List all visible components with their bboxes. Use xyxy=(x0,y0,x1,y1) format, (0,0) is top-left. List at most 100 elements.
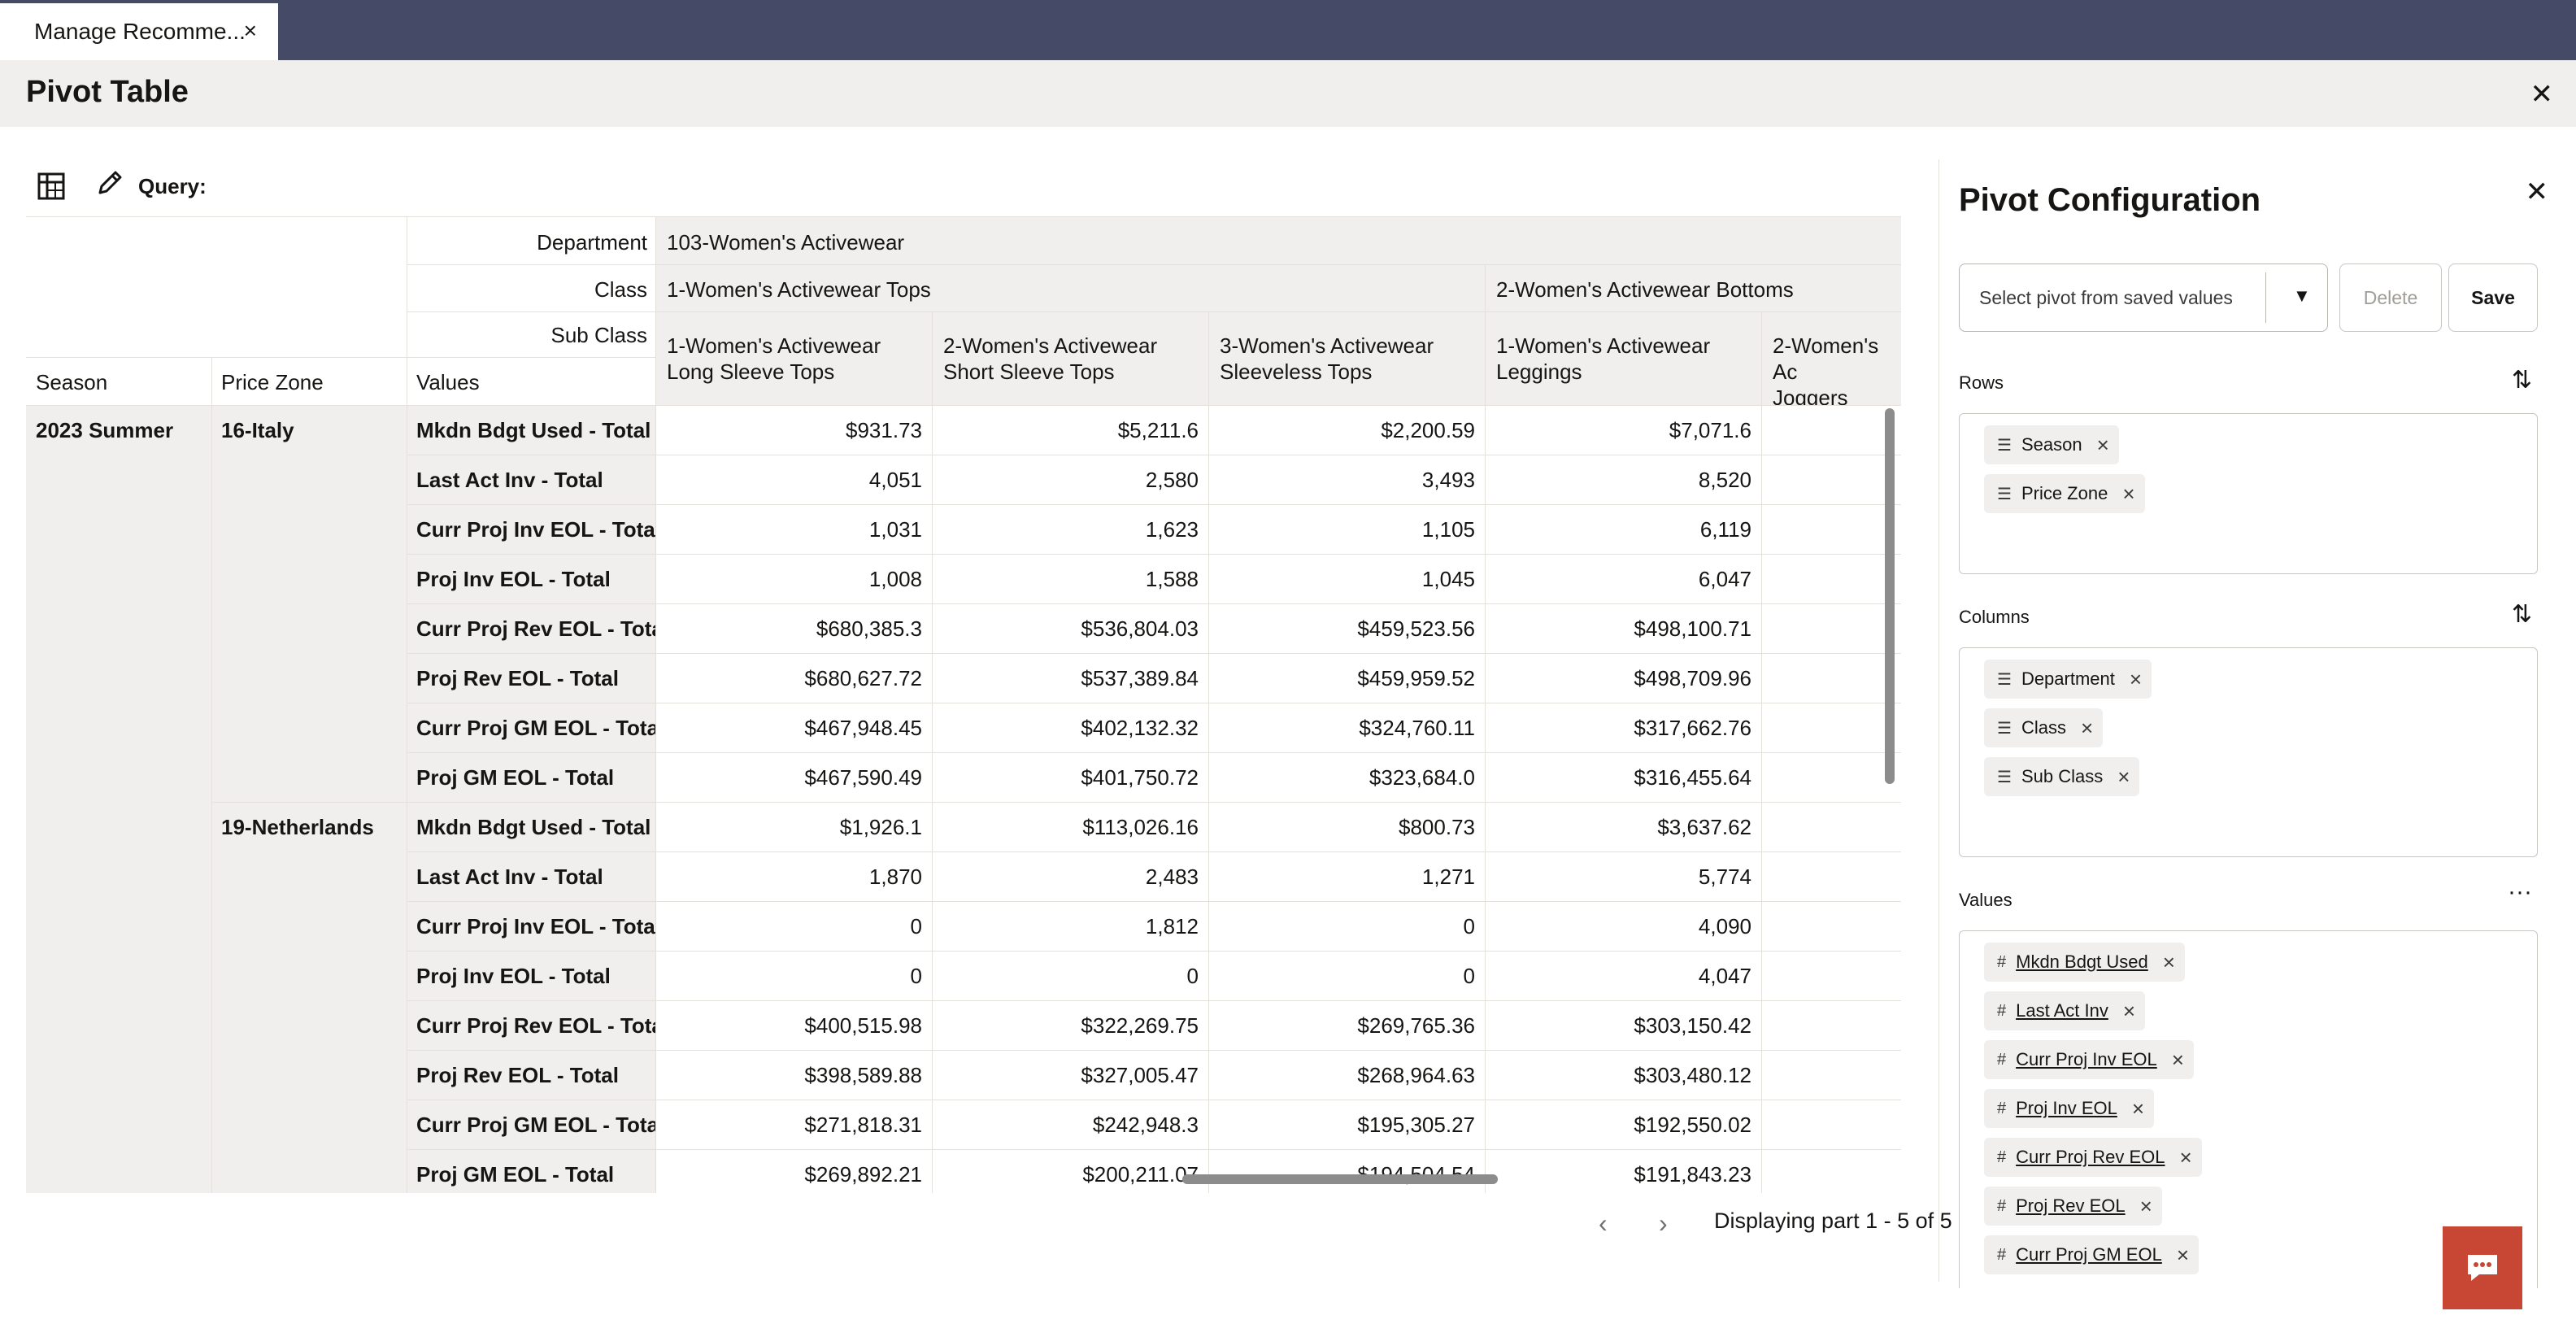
chip-label[interactable]: Curr Proj Rev EOL xyxy=(2016,1147,2165,1167)
data-cell: $322,269.75 xyxy=(1081,1013,1199,1038)
swap-icon[interactable]: ⇅ xyxy=(2511,601,2532,628)
data-cell: $680,627.72 xyxy=(804,666,922,690)
row-header-values: Values xyxy=(416,370,480,394)
remove-chip-icon[interactable]: × xyxy=(2117,764,2130,789)
more-options-icon[interactable]: ··· xyxy=(2508,878,2532,905)
chip-label[interactable]: Proj Inv EOL xyxy=(2016,1098,2117,1118)
value-row-label: Curr Proj GM EOL - Total xyxy=(416,1113,655,1137)
remove-chip-icon[interactable]: × xyxy=(2122,998,2136,1023)
sub-class-header-line: Short Sleeve Tops xyxy=(943,359,1115,384)
chip-label[interactable]: Curr Proj Inv EOL xyxy=(2016,1049,2157,1069)
col-header-label-class: Class xyxy=(594,277,647,302)
dimension-chip[interactable]: ☰ Department × xyxy=(1984,660,2152,699)
remove-chip-icon[interactable]: × xyxy=(2122,481,2135,506)
tab-close-icon[interactable]: × xyxy=(243,18,257,43)
saved-pivot-select[interactable]: Select pivot from saved values ▼ xyxy=(1959,263,2328,332)
chat-icon[interactable] xyxy=(2443,1226,2522,1309)
column-divider xyxy=(655,217,656,1193)
vertical-scrollbar[interactable] xyxy=(1885,408,1895,784)
data-cell: $400,515.98 xyxy=(804,1013,922,1038)
data-cell: 8,520 xyxy=(1698,468,1751,492)
data-cell: 4,090 xyxy=(1698,914,1751,939)
edit-pencil-icon[interactable] xyxy=(96,169,124,201)
remove-chip-icon[interactable]: × xyxy=(2129,666,2143,691)
chip-label[interactable]: Curr Proj GM EOL xyxy=(2016,1244,2162,1265)
row-divider xyxy=(407,504,1901,505)
close-icon[interactable]: ✕ xyxy=(2530,79,2554,110)
value-field-chip[interactable]: # Mkdn Bdgt Used × xyxy=(1984,943,2185,982)
chip-label[interactable]: Last Act Inv xyxy=(2016,1000,2108,1021)
data-cell: $242,948.3 xyxy=(1092,1113,1199,1137)
previous-page-icon[interactable]: ‹ xyxy=(1599,1209,1608,1238)
department-header: 103-Women's Activewear xyxy=(655,217,1901,264)
pagination-status: Displaying part 1 - 5 of 5 xyxy=(1714,1209,1952,1233)
dimension-field-icon: ☰ xyxy=(1997,436,2012,455)
chip-label: Sub Class xyxy=(2021,766,2104,786)
data-cell: 0 xyxy=(1463,964,1475,988)
remove-chip-icon[interactable]: × xyxy=(2139,1193,2152,1218)
values-drop-zone[interactable]: # Mkdn Bdgt Used × # Last Act Inv × # Curr Proj… xyxy=(1959,930,2538,1288)
remove-chip-icon[interactable]: × xyxy=(2096,432,2109,457)
chip-label[interactable]: Mkdn Bdgt Used xyxy=(2016,952,2148,972)
sub-class-header-line: Long Sleeve Tops xyxy=(667,359,835,384)
value-field-chip[interactable]: # Proj Inv EOL × xyxy=(1984,1089,2155,1128)
dimension-chip[interactable]: ☰ Sub Class × xyxy=(1984,757,2140,796)
dimension-field-icon: ☰ xyxy=(1997,719,2012,738)
value-row-label: Proj GM EOL - Total xyxy=(416,765,615,790)
col-header-label-department: Department xyxy=(537,230,647,255)
dimension-chip[interactable]: ☰ Price Zone × xyxy=(1984,474,2145,513)
sub-class-header-line: 2-Women's Activewear xyxy=(943,333,1158,358)
data-cell: $5,211.6 xyxy=(1117,418,1199,442)
data-cell: 6,119 xyxy=(1699,517,1751,542)
tab-title: Manage Recomme... xyxy=(34,19,246,44)
value-field-chip[interactable]: # Curr Proj Inv EOL × xyxy=(1984,1040,2194,1079)
remove-chip-icon[interactable]: × xyxy=(2171,1047,2184,1072)
panel-close-icon[interactable]: ✕ xyxy=(2525,176,2549,207)
value-field-chip[interactable]: # Curr Proj Rev EOL × xyxy=(1984,1138,2202,1177)
value-field-chip[interactable]: # Curr Proj GM EOL × xyxy=(1984,1235,2200,1274)
value-row-label: Mkdn Bdgt Used - Total xyxy=(416,418,651,442)
dimension-chip[interactable]: ☰ Class × xyxy=(1984,708,2104,747)
value-field-chip[interactable]: # Proj Rev EOL × xyxy=(1984,1187,2162,1226)
table-view-icon[interactable] xyxy=(37,172,65,204)
remove-chip-icon[interactable]: × xyxy=(2080,715,2094,740)
remove-chip-icon[interactable]: × xyxy=(2131,1095,2145,1121)
price-zone-cell: 16-Italy xyxy=(221,418,294,442)
caret-down-icon[interactable]: ▼ xyxy=(2293,285,2311,306)
header-divider xyxy=(407,311,1901,312)
row-divider xyxy=(407,752,1901,753)
data-cell: $271,818.31 xyxy=(804,1113,922,1137)
swap-icon[interactable]: ⇅ xyxy=(2511,367,2532,394)
chip-label[interactable]: Proj Rev EOL xyxy=(2016,1195,2126,1216)
remove-chip-icon[interactable]: × xyxy=(2176,1242,2190,1267)
price-zone-cell: 19-Netherlands xyxy=(221,815,374,839)
value-field-chip[interactable]: # Last Act Inv × xyxy=(1984,991,2146,1030)
value-row-label: Proj Rev EOL - Total xyxy=(416,666,619,690)
data-cell: $459,523.56 xyxy=(1357,616,1475,641)
value-row-label: Last Act Inv - Total xyxy=(416,468,603,492)
data-cell: 1,045 xyxy=(1421,567,1475,591)
save-button[interactable]: Save xyxy=(2448,263,2538,332)
rows-drop-zone[interactable]: ☰ Season × ☰ Price Zone × xyxy=(1959,413,2538,574)
dimension-chip[interactable]: ☰ Season × xyxy=(1984,425,2119,464)
data-cell: $401,750.72 xyxy=(1081,765,1199,790)
tab-manage-recommendations[interactable]: Manage Recomme... × xyxy=(0,3,278,60)
value-row-label: Proj Inv EOL - Total xyxy=(416,567,611,591)
remove-chip-icon[interactable]: × xyxy=(2179,1144,2192,1169)
data-cell: $192,550.02 xyxy=(1634,1113,1751,1137)
col-header-label-sub-class: Sub Class xyxy=(550,323,648,347)
row-divider xyxy=(407,851,1901,852)
data-cell: 4,051 xyxy=(868,468,922,492)
row-header-season: Season xyxy=(36,370,108,394)
sub-class-header-line: Sleeveless Tops xyxy=(1220,359,1373,384)
number-field-icon: # xyxy=(1997,1001,2007,1020)
value-row-label: Proj Rev EOL - Total xyxy=(416,1063,619,1087)
delete-button[interactable]: Delete xyxy=(2339,263,2442,332)
sub-class-header-line: Joggers xyxy=(1773,385,1848,405)
horizontal-scrollbar[interactable] xyxy=(1182,1174,1498,1184)
row-divider xyxy=(407,1000,1901,1001)
next-page-icon[interactable]: › xyxy=(1659,1209,1668,1238)
data-cell: 2,580 xyxy=(1145,468,1199,492)
remove-chip-icon[interactable]: × xyxy=(2162,949,2175,974)
columns-drop-zone[interactable]: ☰ Department × ☰ Class × ☰ Sub Class × xyxy=(1959,647,2538,857)
